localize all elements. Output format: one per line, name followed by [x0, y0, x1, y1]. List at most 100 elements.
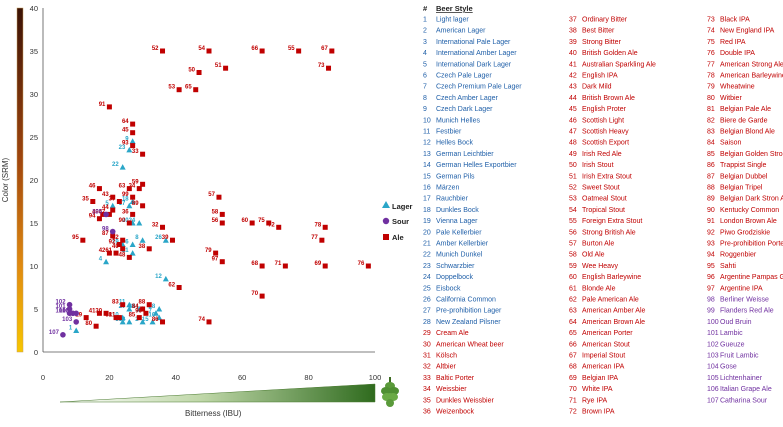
style-name: Saison	[720, 140, 742, 147]
style-name: Gueuze	[720, 341, 745, 348]
data-point-label: 87	[102, 231, 109, 237]
style-name: Italian Grape Ale	[720, 386, 772, 393]
legend: Lager Sour Ale	[382, 201, 413, 242]
data-point-39	[169, 237, 175, 243]
style-name: Baltic Porter	[436, 375, 475, 382]
style-name: Strong British Ale	[582, 229, 636, 236]
style-name: Irish Stout	[582, 162, 614, 169]
data-point-label: 70	[251, 291, 258, 297]
data-point-label: 105	[92, 209, 103, 215]
legend-lager-marker	[382, 201, 390, 208]
style-number: 101	[707, 330, 719, 337]
style-name: Scottish Light	[582, 117, 624, 124]
style-table-hash: #	[423, 4, 428, 13]
style-number: 81	[707, 106, 715, 113]
data-point-label: 102	[56, 300, 67, 306]
data-point-label: 97	[212, 257, 219, 263]
x-tick-label: 80	[304, 373, 312, 382]
style-number: 17	[423, 196, 431, 203]
x-tick-label: 0	[41, 373, 45, 382]
data-point-label: 79	[205, 248, 212, 254]
style-name: Wheatwine	[720, 84, 755, 91]
data-point-9	[129, 138, 136, 144]
style-name: Kentucky Common	[720, 207, 779, 214]
style-number: 54	[569, 207, 577, 214]
data-point-67	[329, 48, 335, 54]
data-point-46	[96, 186, 102, 192]
data-point-24	[136, 220, 143, 226]
style-name: Berliner Weisse	[720, 297, 769, 304]
data-point-label: 48	[119, 252, 126, 258]
style-number: 57	[569, 241, 577, 248]
style-number: 23	[423, 263, 431, 270]
style-number: 98	[707, 297, 715, 304]
data-point-90	[126, 220, 132, 226]
style-number: 86	[707, 162, 715, 169]
data-point-label: 17	[119, 201, 126, 207]
data-point-label: 65	[185, 85, 192, 91]
x-tick-label: 100	[369, 373, 382, 382]
style-number: 6	[423, 73, 427, 80]
data-point-label: 49	[92, 209, 99, 215]
data-point-label: 57	[208, 192, 215, 198]
style-name: Old Ale	[582, 252, 605, 259]
data-point-label: 63	[119, 184, 126, 190]
data-point-42	[106, 250, 112, 256]
data-point-16	[156, 314, 163, 321]
style-number: 51	[569, 173, 577, 180]
data-point-label: 99	[122, 192, 129, 198]
style-table-title: Beer Style	[436, 4, 473, 13]
style-number: 16	[423, 185, 431, 192]
legend-lager-label: Lager	[392, 202, 413, 211]
data-point-label: 4	[99, 257, 103, 263]
data-point-label: 54	[198, 46, 205, 52]
style-name: Roggenbier	[720, 252, 757, 259]
data-point-28	[156, 306, 163, 312]
legend-sour-label: Sour	[392, 217, 409, 226]
data-point-label: 74	[198, 317, 205, 323]
style-name: Scottish Heavy	[582, 129, 629, 136]
data-point-label: 95	[72, 235, 79, 241]
style-name: Oud Bruin	[720, 319, 752, 326]
data-point-label: 5	[105, 201, 109, 207]
y-tick-labels: 0 5 10 15 20 25 30 35 40	[30, 4, 38, 357]
data-point-61	[113, 250, 119, 256]
data-point-94	[96, 216, 102, 222]
data-point-69	[322, 263, 328, 269]
data-point-label: 89	[132, 201, 139, 207]
style-number: 53	[569, 196, 577, 203]
data-point-74	[206, 319, 212, 325]
style-number: 65	[569, 330, 577, 337]
style-number: 5	[423, 61, 427, 68]
style-name: Best Bitter	[582, 28, 615, 35]
style-name: Weissbier	[436, 386, 467, 393]
style-number: 66	[569, 341, 577, 348]
data-point-64	[130, 121, 136, 127]
style-number: 67	[569, 353, 577, 360]
style-name: Rye IPA	[582, 397, 607, 404]
data-point-label: 51	[215, 63, 222, 69]
data-point-15	[149, 318, 156, 325]
style-name: Catharina Sour	[720, 397, 768, 404]
data-point-102	[66, 301, 73, 308]
style-name: British Brown Ale	[582, 95, 635, 102]
style-number: 4	[423, 50, 427, 57]
style-name: Helles Bock	[436, 140, 473, 147]
data-point-89	[140, 203, 146, 209]
data-point-75	[266, 220, 272, 226]
data-point-label: 96	[135, 308, 142, 314]
y-tick-label: 40	[30, 4, 38, 13]
data-point-68	[259, 263, 265, 269]
data-point-label: 66	[251, 46, 258, 52]
data-point-label: 1	[69, 326, 73, 332]
data-point-35	[90, 199, 96, 204]
data-point-label: 76	[358, 261, 365, 267]
data-point-label: 34	[129, 184, 136, 190]
style-name: Argentine IPA	[720, 285, 763, 292]
y-tick-label: 35	[30, 47, 38, 56]
data-point-59	[140, 181, 146, 187]
style-number: 56	[569, 229, 577, 236]
style-number: 62	[569, 297, 577, 304]
style-number: 80	[707, 95, 715, 102]
data-point-label: 7	[149, 308, 153, 314]
